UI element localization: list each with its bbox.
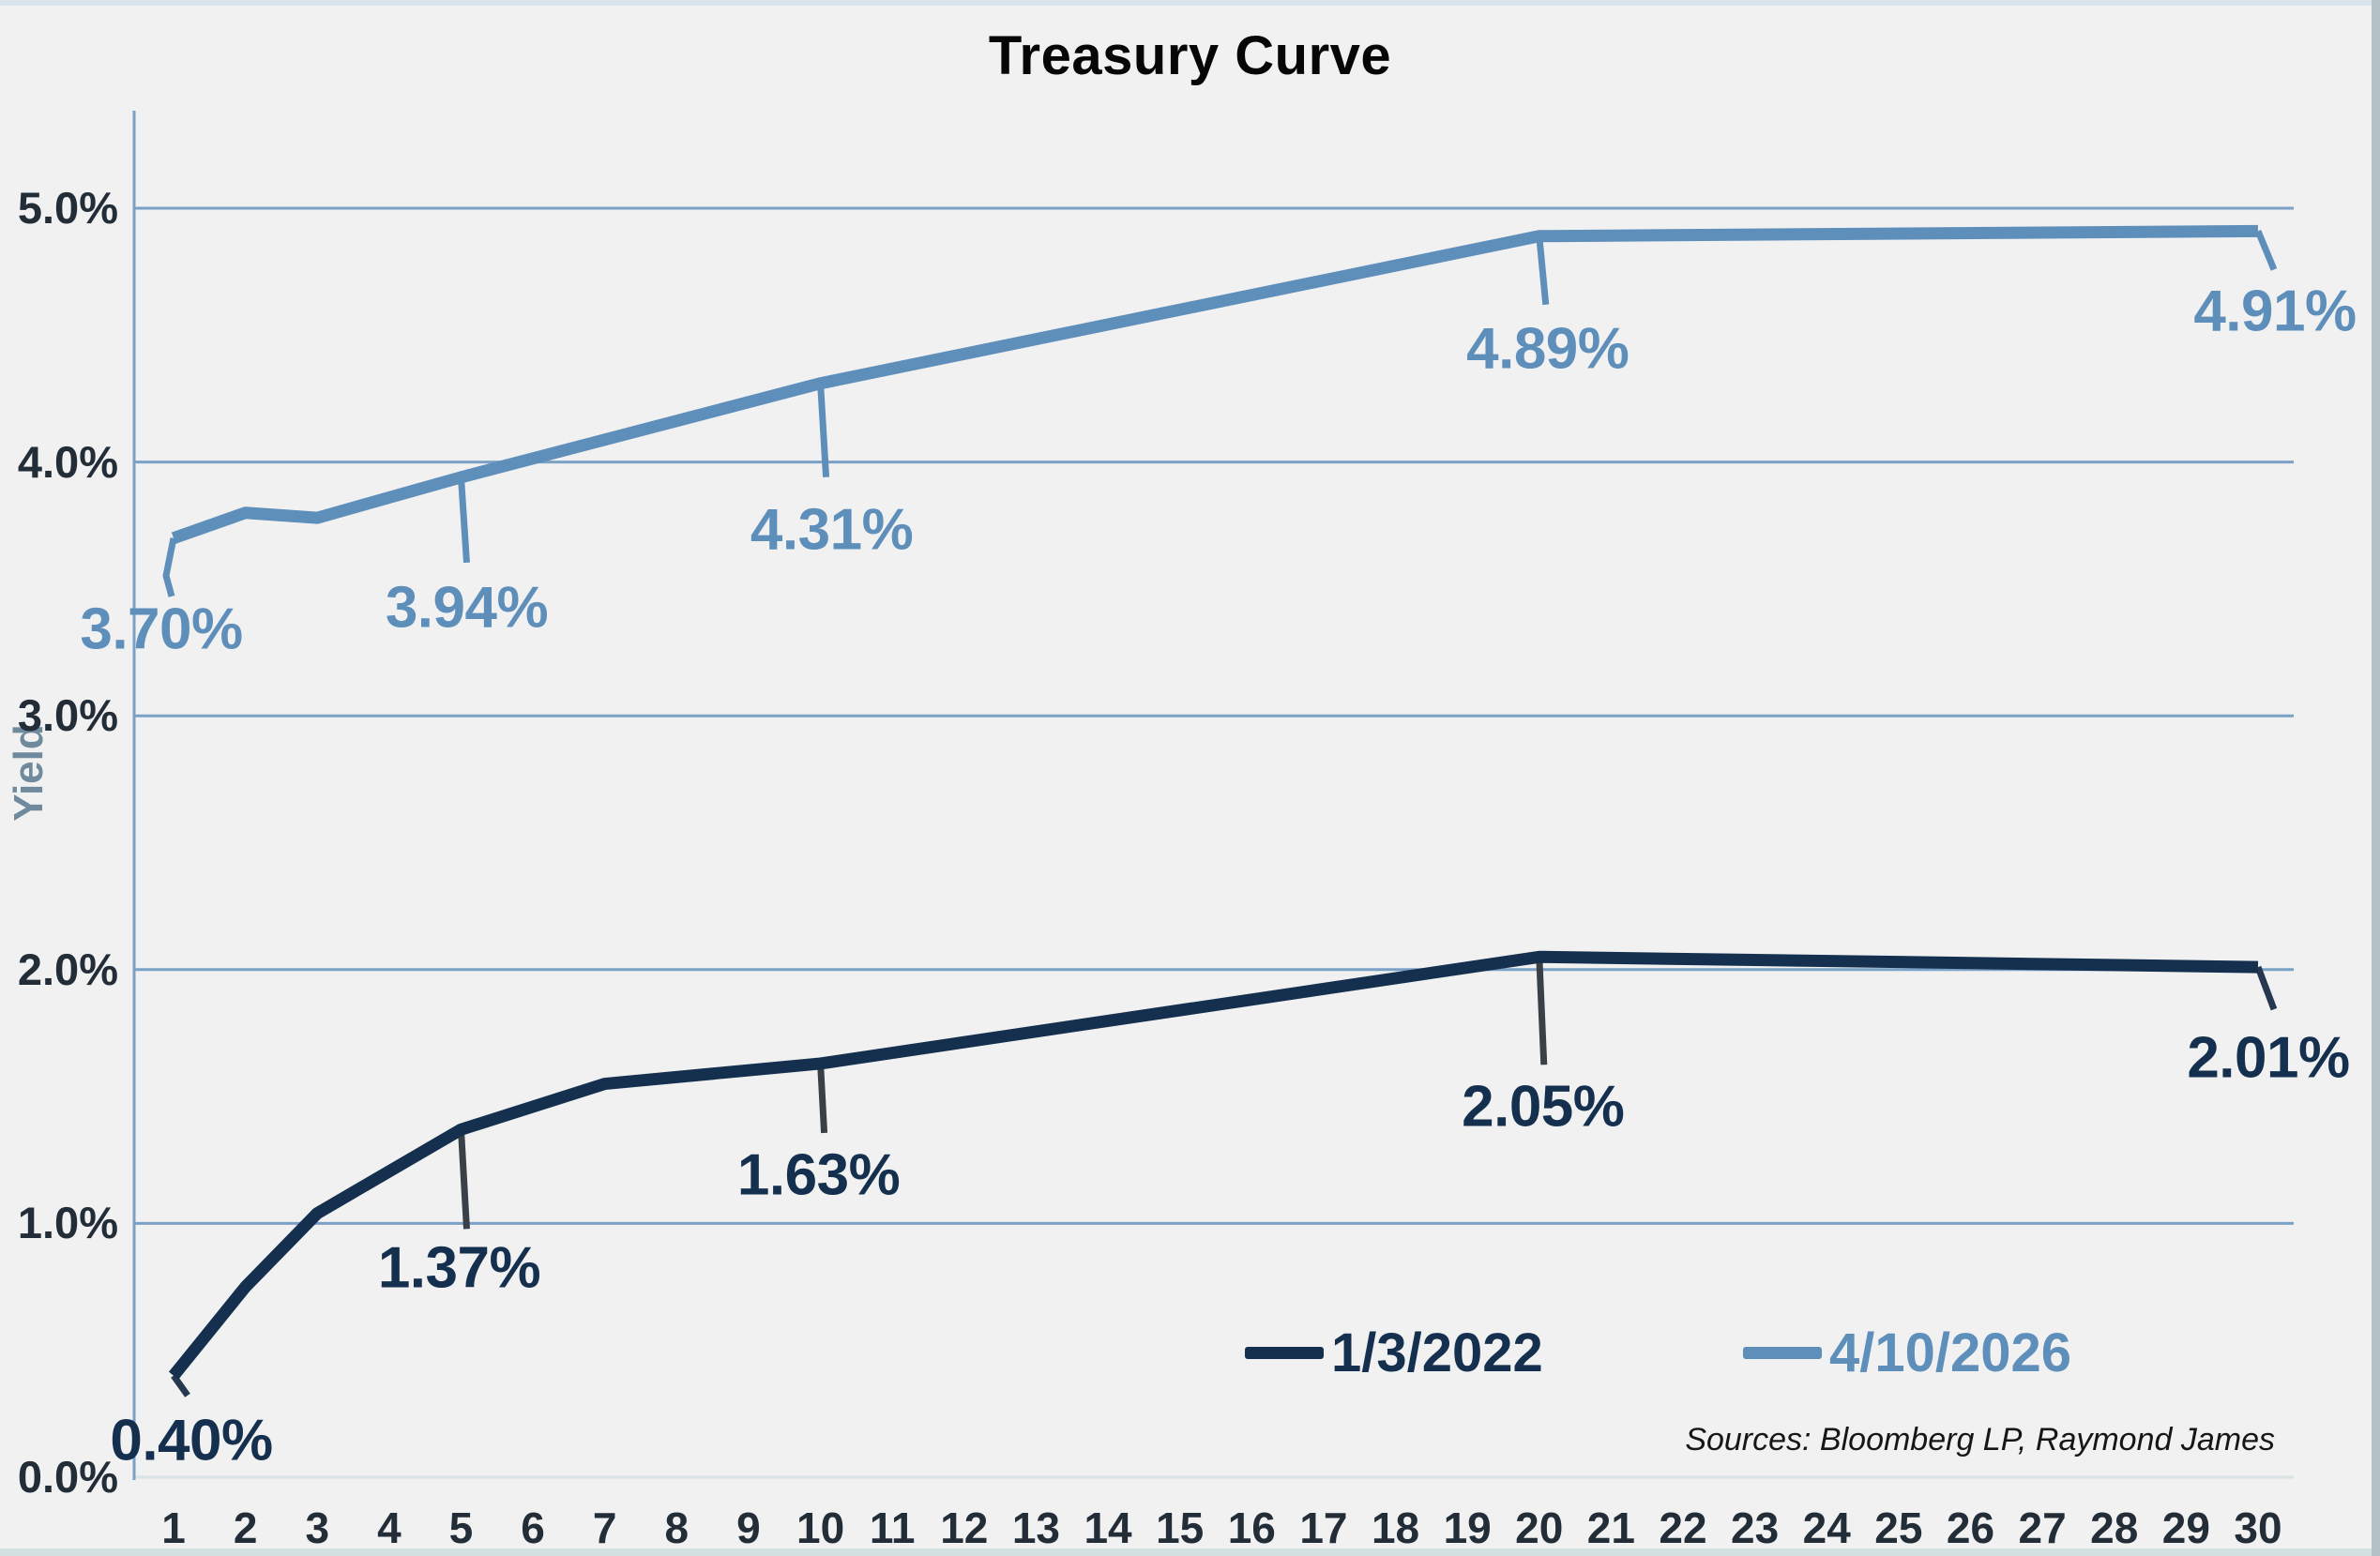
- chart-title: Treasury Curve: [988, 25, 1392, 86]
- x-tick-label: 5: [448, 1503, 474, 1552]
- legend-item-2022: 1/3/2022: [1245, 1322, 1543, 1383]
- data-label-1-3-2022-10y: 1.63%: [736, 1142, 901, 1208]
- x-tick-label: 25: [1874, 1503, 1923, 1552]
- x-tick-label: 19: [1443, 1503, 1492, 1552]
- x-tick-label: 21: [1586, 1503, 1635, 1552]
- x-tick-label: 4: [377, 1503, 402, 1552]
- x-tick-label: 14: [1084, 1503, 1132, 1552]
- x-tick-label: 13: [1011, 1503, 1061, 1552]
- data-label-1-3-2022-30y: 2.01%: [2187, 1025, 2350, 1091]
- x-tick-label: 26: [1946, 1503, 1995, 1552]
- data-label-1-3-2022-5y: 1.37%: [377, 1235, 541, 1301]
- x-tick-label: 8: [664, 1503, 690, 1552]
- x-tick-label: 11: [869, 1503, 916, 1552]
- x-tick-label: 17: [1299, 1503, 1348, 1552]
- x-tick-label: 23: [1731, 1503, 1780, 1552]
- y-tick-label: 0.0%: [17, 1452, 118, 1502]
- data-label-4-10-2026-20y: 4.89%: [1466, 316, 1630, 382]
- y-tick-label: 5.0%: [17, 183, 118, 233]
- x-tick-label: 3: [305, 1503, 330, 1552]
- x-tick-label: 16: [1227, 1503, 1276, 1552]
- x-tick-label: 20: [1515, 1503, 1564, 1552]
- y-tick-label: 1.0%: [17, 1198, 118, 1248]
- x-tick-label: 22: [1659, 1503, 1707, 1552]
- legend-dash-2026-icon: [1743, 1346, 1822, 1359]
- x-tick-label: 10: [796, 1503, 845, 1552]
- bottom-edge-strip: [0, 1548, 2380, 1556]
- legend-label-2026: 4/10/2026: [1829, 1322, 2072, 1383]
- x-tick-label: 24: [1802, 1503, 1851, 1552]
- legend-label-2022: 1/3/2022: [1331, 1322, 1543, 1383]
- x-tick-label: 28: [2090, 1503, 2139, 1552]
- x-tick-label: 18: [1371, 1503, 1420, 1552]
- right-edge-strip: [2372, 0, 2380, 1556]
- x-tick-label: 9: [736, 1503, 761, 1552]
- y-tick-label: 4.0%: [17, 436, 118, 487]
- x-tick-label: 27: [2018, 1503, 2067, 1552]
- sources-note: Sources: Bloomberg LP, Raymond James: [1685, 1422, 2275, 1458]
- legend-dash-2022-icon: [1245, 1346, 1324, 1359]
- x-tick-label: 7: [592, 1503, 617, 1552]
- y-tick-label: 3.0%: [17, 690, 118, 741]
- x-tick-label: 1: [161, 1503, 186, 1552]
- x-tick-label: 29: [2161, 1503, 2210, 1552]
- data-label-1-3-2022-1y: 0.40%: [110, 1408, 273, 1473]
- data-label-4-10-2026-30y: 4.91%: [2193, 279, 2357, 344]
- data-label-4-10-2026-5y: 3.94%: [385, 575, 549, 641]
- x-tick-label: 30: [2234, 1503, 2282, 1552]
- x-tick-label: 6: [521, 1503, 545, 1552]
- data-label-1-3-2022-20y: 2.05%: [1462, 1074, 1625, 1140]
- data-label-4-10-2026-10y: 4.31%: [750, 497, 914, 563]
- x-tick-label: 2: [233, 1503, 258, 1552]
- y-tick-label: 2.0%: [17, 944, 118, 994]
- x-tick-label: 12: [940, 1503, 989, 1552]
- top-edge-strip: [0, 0, 2380, 6]
- legend-item-2026: 4/10/2026: [1743, 1322, 2072, 1383]
- data-label-4-10-2026-1y: 3.70%: [80, 597, 243, 662]
- x-tick-label: 15: [1156, 1503, 1205, 1552]
